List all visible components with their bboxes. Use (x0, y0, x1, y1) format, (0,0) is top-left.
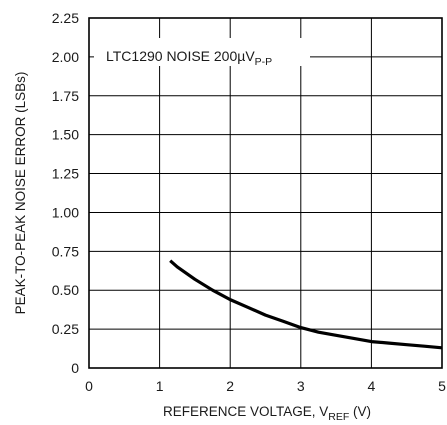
y-tick-label: 1.00 (52, 204, 79, 220)
y-tick-label: 0 (71, 360, 79, 376)
x-tick-label: 2 (226, 378, 234, 394)
y-tick-label: 1.50 (52, 127, 79, 143)
y-axis-ticks: 0 0.25 0.50 0.75 1.00 1.25 1.50 1.75 2.00 2.25 (52, 10, 79, 376)
noise-curve (169, 259, 443, 350)
x-axis-ticks: 0 1 2 3 4 5 (85, 378, 446, 394)
y-axis-title: PEAK-TO-PEAK NOISE ERROR (LSBs) (13, 72, 28, 315)
plot-frame (88, 17, 443, 369)
x-tick-label: 5 (438, 378, 446, 394)
y-tick-label: 1.75 (52, 88, 79, 104)
y-tick-label: 2.25 (52, 10, 79, 26)
series-layer (169, 259, 443, 350)
x-tick-label: 4 (368, 378, 376, 394)
x-axis-title: REFERENCE VOLTAGE, VREF (V) (163, 404, 371, 423)
annotation-box (94, 38, 310, 66)
x-tick-label: 0 (85, 378, 93, 394)
x-tick-label: 3 (297, 378, 305, 394)
plot-background (89, 18, 442, 368)
y-tick-label: 0.50 (52, 282, 79, 298)
y-tick-label: 0.25 (52, 321, 79, 337)
y-tick-label: 2.00 (52, 49, 79, 65)
x-tick-label: 1 (156, 378, 164, 394)
y-tick-label: 1.25 (52, 166, 79, 182)
y-tick-label: 0.75 (52, 243, 79, 259)
annotation-text: LTC1290 NOISE 200µVP-P (106, 48, 272, 68)
